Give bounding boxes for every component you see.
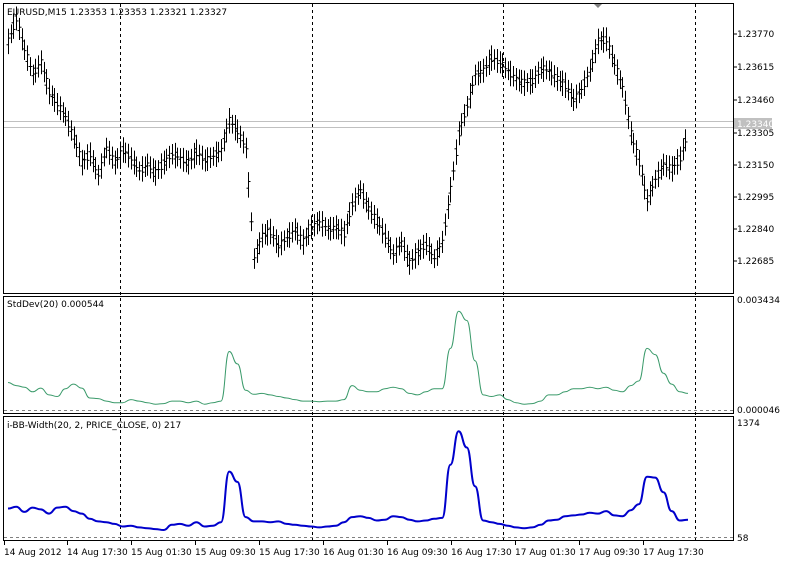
stddev-panel[interactable] xyxy=(3,296,734,414)
time-axis-label: 15 Aug 09:30 xyxy=(195,548,256,558)
current-price-label: 1.23340 xyxy=(737,120,774,130)
time-axis-label: 15 Aug 17:30 xyxy=(259,548,320,558)
time-axis-label: 16 Aug 09:30 xyxy=(387,548,448,558)
axis-ticks xyxy=(4,33,737,545)
price-axis-label: 1.23305 xyxy=(737,129,774,139)
bbw-axis-top-label: 1374 xyxy=(737,419,760,429)
time-axis-label: 16 Aug 01:30 xyxy=(323,548,384,558)
stddev-header: StdDev(20) 0.000544 xyxy=(7,300,104,310)
bbw-header: i-BB-Width(20, 2, PRICE_CLOSE, 0) 217 xyxy=(7,421,181,431)
price-axis-label: 1.23615 xyxy=(737,63,774,73)
bb-width-line xyxy=(7,430,689,532)
time-axis-label: 17 Aug 01:30 xyxy=(515,548,576,558)
bbw-axis-bottom-label: 58 xyxy=(737,534,749,544)
price-bars xyxy=(6,6,688,275)
time-axis-label: 17 Aug 17:30 xyxy=(643,548,704,558)
stddev-line xyxy=(7,310,689,405)
price-axis-label: 1.22685 xyxy=(737,257,774,267)
time-axis-label: 15 Aug 01:30 xyxy=(131,548,192,558)
price-axis-label: 1.23770 xyxy=(737,30,774,40)
price-axis-label: 1.22995 xyxy=(737,193,774,203)
time-axis-label: 14 Aug 2012 xyxy=(4,548,62,558)
time-axis-label: 16 Aug 17:30 xyxy=(451,548,512,558)
stddev-axis-top-label: 0.003434 xyxy=(737,296,780,306)
price-axis-label: 1.22840 xyxy=(737,225,774,235)
price-axis-label: 1.23150 xyxy=(737,161,774,171)
main-chart-header: EURUSD,M15 1.23353 1.23353 1.23321 1.233… xyxy=(7,8,227,18)
current-price-badge xyxy=(734,118,772,129)
bbw-panel[interactable] xyxy=(3,416,734,541)
stddev-axis-bottom-label: 0.000046 xyxy=(737,406,780,416)
period-separators xyxy=(4,4,733,540)
price-axis-label: 1.23460 xyxy=(737,96,774,106)
price-panel[interactable] xyxy=(3,3,734,294)
time-axis-label: 14 Aug 17:30 xyxy=(67,548,128,558)
time-axis-label: 17 Aug 09:30 xyxy=(579,548,640,558)
shift-marker-icon[interactable] xyxy=(594,4,602,8)
